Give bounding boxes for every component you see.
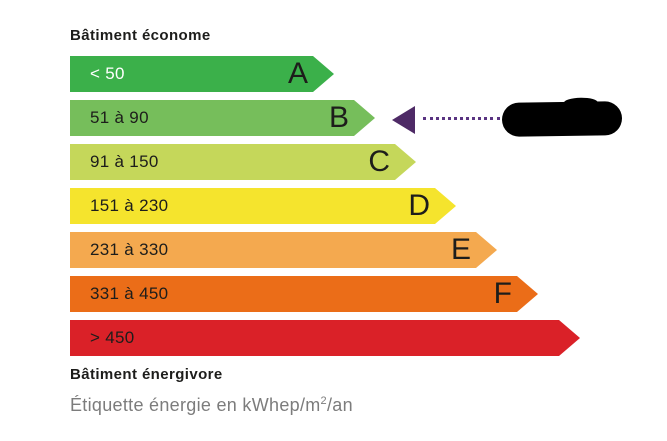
selection-arrow-icon	[392, 106, 415, 134]
band-class-letter: B	[328, 101, 349, 134]
band-range-label: 151 à 230	[90, 196, 169, 215]
band-class-letter: E	[450, 233, 471, 266]
dotted-connector	[423, 117, 500, 120]
band-g: > 450	[70, 320, 580, 356]
caption-text: Étiquette énergie en kWhep/m	[70, 395, 321, 415]
band-e: 231 à 330 E	[70, 232, 497, 268]
band-d: 151 à 230 D	[70, 188, 456, 224]
band-range-label: 91 à 150	[90, 152, 159, 171]
band-range-label: 231 à 330	[90, 240, 169, 259]
band-class-letter: D	[408, 189, 430, 222]
band-b: 51 à 90 B	[70, 100, 375, 136]
band-a: < 50 A	[70, 56, 334, 92]
band-f: 331 à 450 F	[70, 276, 538, 312]
band-class-letter: F	[493, 277, 512, 310]
bottom-label: Bâtiment énergivore	[70, 366, 223, 383]
caption-superscript: 2	[320, 395, 327, 407]
band-range-label: 331 à 450	[90, 284, 169, 303]
band-class-letter: C	[368, 145, 390, 178]
band-class-letter: A	[287, 57, 308, 90]
redacted-value	[501, 101, 623, 137]
band-range-label: 51 à 90	[90, 108, 149, 127]
top-label: Bâtiment économe	[70, 27, 211, 44]
band-range-label: < 50	[90, 64, 125, 83]
band-range-label: > 450	[90, 328, 135, 347]
caption: Étiquette énergie en kWhep/m2/an	[70, 395, 353, 416]
caption-suffix: /an	[326, 395, 353, 415]
band-c: 91 à 150 C	[70, 144, 416, 180]
